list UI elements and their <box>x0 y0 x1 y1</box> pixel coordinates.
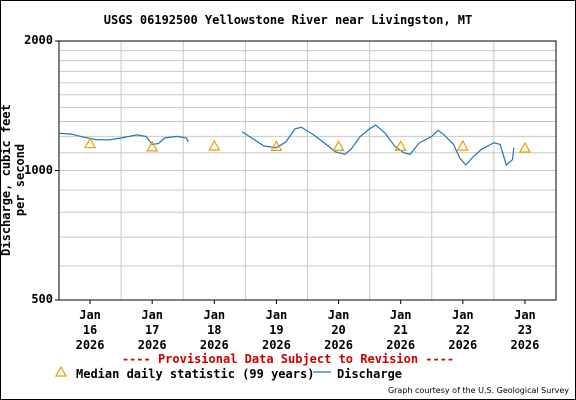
x-tick-label-year: 2026 <box>199 338 229 352</box>
x-tick-label: Jan 16 2026 <box>70 308 110 353</box>
x-tick-label-day: 18 <box>207 323 222 337</box>
x-tick-label: Jan 21 2026 <box>381 308 421 353</box>
x-tick-label-day: 21 <box>393 323 408 337</box>
x-tick-label-month: Jan <box>389 308 412 322</box>
x-tick-label-year: 2026 <box>75 338 105 352</box>
median-marker <box>84 137 97 149</box>
y-tick-label: 500 <box>31 292 53 306</box>
x-tick-label-day: 16 <box>82 323 98 337</box>
discharge-line <box>58 132 189 146</box>
x-tick-label-day: 22 <box>455 323 471 337</box>
x-tick-label-year: 2026 <box>324 338 354 352</box>
x-tick-label-day: 17 <box>144 323 160 337</box>
median-marker <box>394 140 407 151</box>
x-tick-label: Jan 22 2026 <box>443 308 483 353</box>
x-tick-label-month: Jan <box>514 308 536 322</box>
x-tick-label-year: 2026 <box>510 338 540 352</box>
x-tick-label: Jan 20 2026 <box>319 308 359 353</box>
x-tick-label: Jan 19 2026 <box>256 308 296 353</box>
median-marker <box>456 139 469 151</box>
provisional-note: ---- Provisional Data Subject to Revisio… <box>121 352 455 366</box>
x-tick-label-month: Jan <box>203 308 226 322</box>
x-tick-label-month: Jan <box>451 308 474 322</box>
x-tick-label: Jan 23 2026 <box>505 308 545 353</box>
credit-text: Graph courtesy of the U.S. Geological Su… <box>387 386 569 395</box>
x-tick-label-day: 19 <box>269 323 284 337</box>
median-marker <box>270 140 283 151</box>
x-tick-label: Jan 18 2026 <box>194 308 234 353</box>
x-tick-label-day: 23 <box>517 323 533 337</box>
chart-title: USGS 06192500 Yellowstone River near Liv… <box>103 13 473 27</box>
x-tick-label-year: 2026 <box>261 338 291 352</box>
x-tick-label-year: 2026 <box>137 338 167 352</box>
y-tick-label: 1000 <box>24 162 53 177</box>
x-tick-label-month: Jan <box>327 308 350 322</box>
legend-median-label: Median daily statistic (99 years) <box>76 367 315 381</box>
median-marker <box>518 141 531 153</box>
x-tick-label: Jan 17 2026 <box>132 308 172 353</box>
y-tick-label: 2000 <box>24 33 53 47</box>
x-tick-label-year: 2026 <box>448 338 478 352</box>
x-tick-label-year: 2026 <box>386 338 416 352</box>
median-marker <box>146 140 159 152</box>
median-marker <box>332 140 345 151</box>
x-tick-label-month: Jan <box>265 308 288 322</box>
legend-discharge-label: Discharge <box>337 367 403 381</box>
median-marker <box>208 139 221 151</box>
x-tick-label-month: Jan <box>141 308 164 322</box>
x-tick-label-day: 20 <box>331 323 346 337</box>
x-tick-label-month: Jan <box>79 308 101 322</box>
discharge-line <box>241 124 515 167</box>
